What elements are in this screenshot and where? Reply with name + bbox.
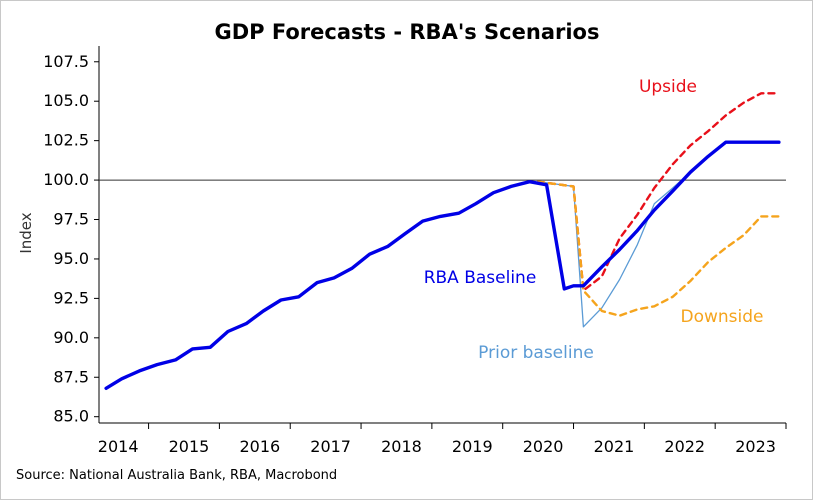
downside-annotation: Downside [681, 307, 764, 327]
chart-title: GDP Forecasts - RBA's Scenarios [215, 20, 600, 44]
x-tick-label: 2016 [239, 437, 280, 456]
upside-annotation: Upside [639, 77, 697, 97]
y-tick-label: 92.5 [53, 288, 89, 307]
y-tick-label: 100.0 [43, 170, 89, 189]
downside-series-line [536, 180, 781, 317]
x-tick-label: 2021 [594, 437, 635, 456]
y-tick-label: 87.5 [53, 367, 89, 386]
upside-series-line [536, 92, 781, 292]
x-tick-label: 2022 [664, 437, 705, 456]
prior-annotation: Prior baseline [478, 343, 594, 363]
y-axis-label: Index [17, 212, 35, 253]
x-tick-label: 2019 [452, 437, 493, 456]
y-tick-label: 90.0 [53, 328, 89, 347]
x-tick-label: 2015 [169, 437, 210, 456]
source-note: Source: National Australia Bank, RBA, Ma… [16, 468, 337, 483]
y-tick-label: 107.5 [43, 52, 89, 71]
y-tick-label: 102.5 [43, 131, 89, 150]
y-tick-label: 95.0 [53, 249, 89, 268]
y-tick-label: 97.5 [53, 210, 89, 229]
baseline-series-line [104, 140, 781, 390]
x-tick-label: 2014 [98, 437, 139, 456]
x-tick-label: 2023 [735, 437, 776, 456]
x-tick-label: 2017 [310, 437, 351, 456]
y-tick-label: 85.0 [53, 407, 89, 426]
x-tick-label: 2020 [523, 437, 564, 456]
plot-area: 85.0 87.5 90.0 92.5 95.0 97.5 100.0 102.5 105.0 1… [43, 46, 787, 456]
x-tick-label: 2018 [381, 437, 422, 456]
baseline-annotation: RBA Baseline [424, 268, 537, 288]
y-tick-label: 105.0 [43, 91, 89, 110]
